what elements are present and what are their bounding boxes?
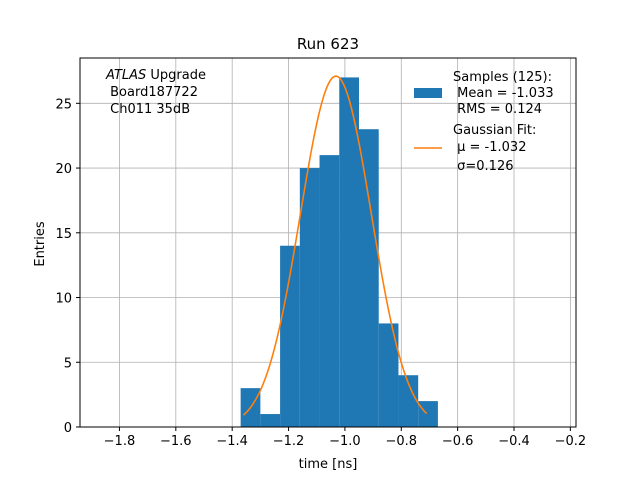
y-tick-label: 0 (64, 421, 72, 436)
y-tick-label: 15 (55, 227, 72, 242)
legend-swatch-histogram (414, 88, 442, 98)
x-tick-label: −0.8 (385, 434, 417, 449)
plot-frame (79, 57, 577, 428)
histogram-bar (359, 129, 379, 428)
annotation-channel: Ch011 35dB (106, 102, 190, 117)
x-tick-label: −1.6 (160, 434, 192, 449)
histogram-bar (418, 401, 438, 427)
histogram-bar (299, 168, 320, 428)
x-tick-label: −1.0 (329, 434, 361, 449)
legend-fit-line-3: σ=0.126 (453, 159, 513, 174)
histogram-bar (398, 375, 419, 427)
x-tick-label: −0.4 (498, 434, 530, 449)
axis-ticks: −1.8 −1.6 −1.4 −1.2 −1.0 −0.8 −0.6 −0.4 −0.2 0 5 10… (55, 97, 586, 449)
x-tick-label: −0.2 (555, 434, 587, 449)
x-tick-label: −1.2 (273, 434, 305, 449)
y-axis-label: Entries (33, 221, 48, 267)
legend: Samples (125): Mean = -1.033 RMS = 0.124… (414, 70, 554, 174)
histogram-bar (280, 245, 300, 427)
y-tick-label: 25 (55, 97, 72, 112)
atlas-label: ATLAS (105, 68, 146, 83)
annotation-block: ATLAS Upgrade Board187722 Ch011 35dB (105, 68, 206, 117)
legend-fit-line-2: μ = -1.032 (453, 140, 526, 155)
histogram-bars (240, 77, 438, 428)
y-tick-label: 10 (55, 292, 72, 307)
histogram-bar (339, 77, 359, 427)
legend-hist-line-2: Mean = -1.033 (453, 86, 554, 101)
y-tick-label: 20 (55, 162, 72, 177)
legend-hist-line-1: Samples (125): (453, 70, 552, 85)
x-tick-label: −1.4 (216, 434, 248, 449)
x-tick-label: −0.6 (442, 434, 474, 449)
gaussian-fit-curve (242, 75, 428, 416)
x-tick-label: −1.8 (104, 434, 136, 449)
annotation-board: Board187722 (106, 85, 198, 100)
chart-title: Run 623 (297, 35, 359, 53)
upgrade-label: Upgrade (146, 68, 206, 83)
histogram-bar (378, 323, 399, 427)
histogram-bar (319, 155, 340, 427)
annotation-line-1: ATLAS Upgrade (105, 68, 206, 83)
legend-fit-line-1: Gaussian Fit: (453, 123, 536, 138)
legend-hist-line-3: RMS = 0.124 (453, 102, 542, 117)
y-tick-label: 5 (64, 356, 72, 371)
histogram-bar (260, 414, 281, 427)
x-axis-label: time [ns] (299, 457, 358, 472)
